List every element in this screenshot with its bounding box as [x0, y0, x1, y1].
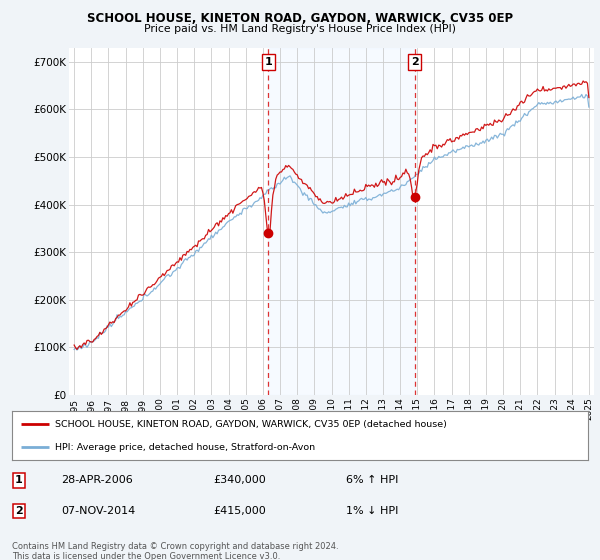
Text: 1: 1	[265, 57, 272, 67]
Text: Price paid vs. HM Land Registry's House Price Index (HPI): Price paid vs. HM Land Registry's House …	[144, 24, 456, 34]
Text: 2: 2	[411, 57, 419, 67]
Text: 07-NOV-2014: 07-NOV-2014	[61, 506, 135, 516]
Text: 1% ↓ HPI: 1% ↓ HPI	[346, 506, 398, 516]
Text: £340,000: £340,000	[214, 475, 266, 485]
Text: 6% ↑ HPI: 6% ↑ HPI	[346, 475, 398, 485]
Text: Contains HM Land Registry data © Crown copyright and database right 2024.
This d: Contains HM Land Registry data © Crown c…	[12, 542, 338, 560]
Text: SCHOOL HOUSE, KINETON ROAD, GAYDON, WARWICK, CV35 0EP: SCHOOL HOUSE, KINETON ROAD, GAYDON, WARW…	[87, 12, 513, 25]
Text: HPI: Average price, detached house, Stratford-on-Avon: HPI: Average price, detached house, Stra…	[55, 442, 316, 451]
Bar	[268, 48, 415, 395]
Text: 28-APR-2006: 28-APR-2006	[61, 475, 133, 485]
Text: 2: 2	[15, 506, 23, 516]
Text: 1: 1	[15, 475, 23, 485]
Text: SCHOOL HOUSE, KINETON ROAD, GAYDON, WARWICK, CV35 0EP (detached house): SCHOOL HOUSE, KINETON ROAD, GAYDON, WARW…	[55, 420, 447, 429]
Text: £415,000: £415,000	[214, 506, 266, 516]
